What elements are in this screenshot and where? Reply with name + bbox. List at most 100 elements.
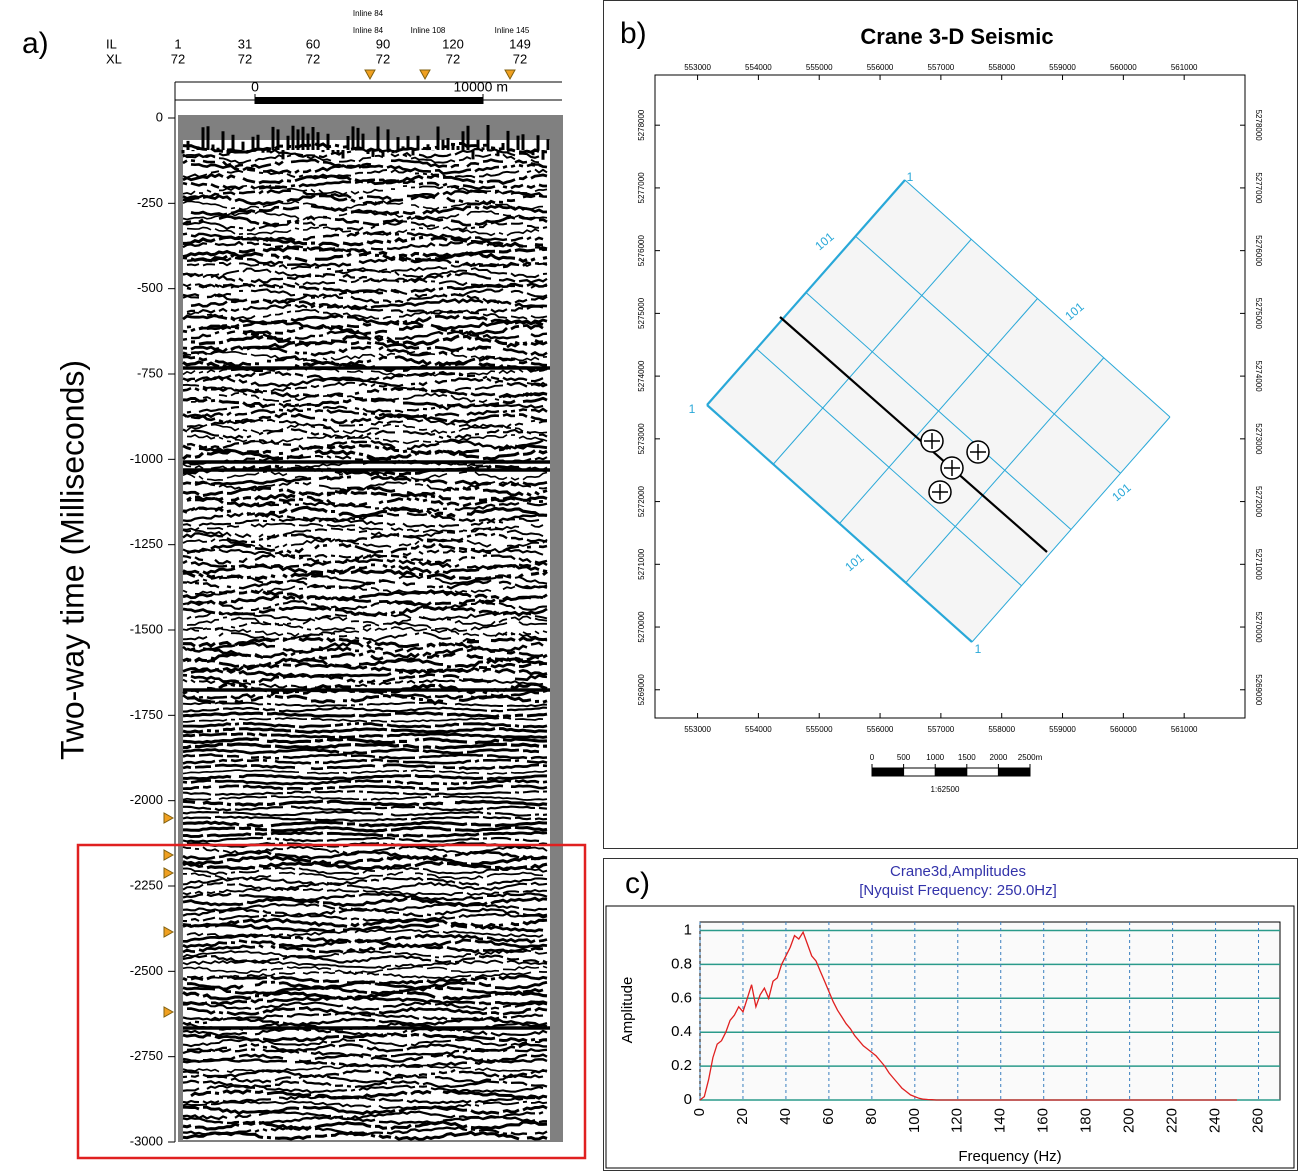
y-tick-label: -500 (137, 280, 163, 295)
scale-segment (998, 768, 1030, 776)
seismic-trace (186, 490, 548, 503)
inline-number: 149 (509, 36, 531, 51)
spectrum-line (699, 930, 1237, 1101)
seismic-trace (182, 313, 548, 326)
x-tick-label: 160 (1035, 1108, 1052, 1133)
plot-area (699, 921, 1281, 1101)
seismic-trace (182, 866, 548, 876)
grid-label: 1 (689, 402, 696, 416)
x-tick-label: 20 (734, 1108, 751, 1125)
seismic-trace (186, 417, 548, 429)
y-tick-label: -2750 (130, 1048, 163, 1063)
seismic-trace (182, 485, 548, 498)
inline-annotation: Inline 108 (411, 26, 446, 35)
seismic-trace (182, 667, 548, 679)
seismic-trace (182, 742, 548, 750)
seismic-trace (182, 896, 548, 908)
well-marker (163, 926, 175, 938)
seismic-trace (182, 830, 548, 838)
survey-line (855, 235, 1121, 474)
crossline-number: 72 (376, 51, 390, 66)
y-tick-label: 0.8 (671, 955, 692, 972)
x-axis-label: Frequency (Hz) (958, 1148, 1061, 1165)
inline-marker (504, 69, 516, 81)
well-marker (163, 867, 175, 879)
y-tick-label: -3000 (130, 1133, 163, 1148)
seismic-trace (182, 1068, 548, 1079)
chart-title: Crane3d,Amplitudes (890, 863, 1026, 880)
x-tick-label: 557000 (928, 63, 955, 72)
seismic-trace (186, 407, 548, 420)
y-tick-label: 5274000 (637, 360, 646, 392)
seismic-trace (182, 860, 548, 871)
seismic-trace (182, 795, 548, 801)
seismic-trace (182, 178, 547, 191)
scale-label: 2500m (1018, 753, 1043, 762)
inline-annotation: Inline 145 (495, 26, 530, 35)
seismic-trace (182, 267, 548, 279)
seismic-trace (186, 980, 548, 991)
well-cross (944, 460, 960, 476)
scale-label: 0 (870, 753, 875, 762)
grid-label: 1 (975, 642, 982, 656)
y-tick-label: 0.2 (671, 1057, 692, 1074)
y-tick-label: 5276000 (1254, 235, 1263, 267)
inline-marker (419, 69, 431, 81)
y-tick-label: 5273000 (1254, 423, 1263, 455)
x-tick-label: 40 (777, 1108, 794, 1125)
seismic-trace (182, 789, 548, 796)
inline-number: 60 (306, 36, 320, 51)
seismic-trace (182, 769, 548, 775)
x-tick-label: 559000 (1049, 63, 1076, 72)
y-tick-label: 0.6 (671, 989, 692, 1006)
y-tick-label: 5272000 (1254, 486, 1263, 518)
scale-label: 2000 (990, 753, 1008, 762)
seismic-trace (182, 753, 548, 760)
seismic-trace (182, 673, 548, 684)
y-tick-label: -2250 (130, 877, 163, 892)
well-marker (163, 849, 175, 861)
y-tick-label: 5271000 (1254, 549, 1263, 581)
seismic-trace (182, 933, 548, 944)
x-tick-label: 558000 (988, 63, 1015, 72)
x-tick-label: 559000 (1049, 725, 1076, 734)
seismic-trace (182, 475, 548, 488)
well-cross (932, 484, 948, 500)
x-tick-label: 553000 (684, 63, 711, 72)
x-tick-label: 554000 (745, 63, 772, 72)
x-tick-label: 555000 (806, 63, 833, 72)
inline-number: 31 (238, 36, 252, 51)
seismic-trace (182, 779, 548, 786)
seismic-trace (182, 706, 548, 713)
x-tick-label: 180 (1078, 1108, 1095, 1133)
scale-label: 0 (251, 79, 259, 95)
seismic-trace (182, 784, 548, 791)
y-tick-label: -250 (137, 195, 163, 210)
crossline-number: 72 (171, 51, 185, 66)
survey-line (904, 179, 1171, 418)
seismic-trace (182, 815, 548, 822)
y-tick-label: 5277000 (637, 172, 646, 204)
inline-annotation: Inline 84 (353, 9, 384, 18)
seismic-trace (186, 615, 548, 627)
y-tick-label: 5270000 (1254, 611, 1263, 643)
seismic-trace (182, 1032, 548, 1043)
y-axis-label: Amplitude (619, 977, 636, 1044)
seismic-trace (182, 1001, 548, 1011)
y-tick-label: 5272000 (637, 485, 646, 517)
x-tick-label: 553000 (684, 725, 711, 734)
y-tick-label: -1250 (130, 536, 163, 551)
x-tick-label: 60 (820, 1108, 837, 1125)
seismic-trace (182, 329, 548, 341)
y-tick-label: 5271000 (637, 548, 646, 580)
crossline-number: 72 (513, 51, 527, 66)
seismic-trace (183, 805, 548, 812)
seismic-trace (182, 773, 548, 781)
seismic-trace (182, 902, 548, 912)
panel-label: c) (625, 867, 650, 900)
y-tick-label: -2000 (130, 792, 163, 807)
inline-marker (364, 69, 376, 81)
seismic-trace (182, 1037, 548, 1048)
seismic-trace (182, 912, 548, 923)
x-tick-label: 240 (1207, 1108, 1224, 1133)
